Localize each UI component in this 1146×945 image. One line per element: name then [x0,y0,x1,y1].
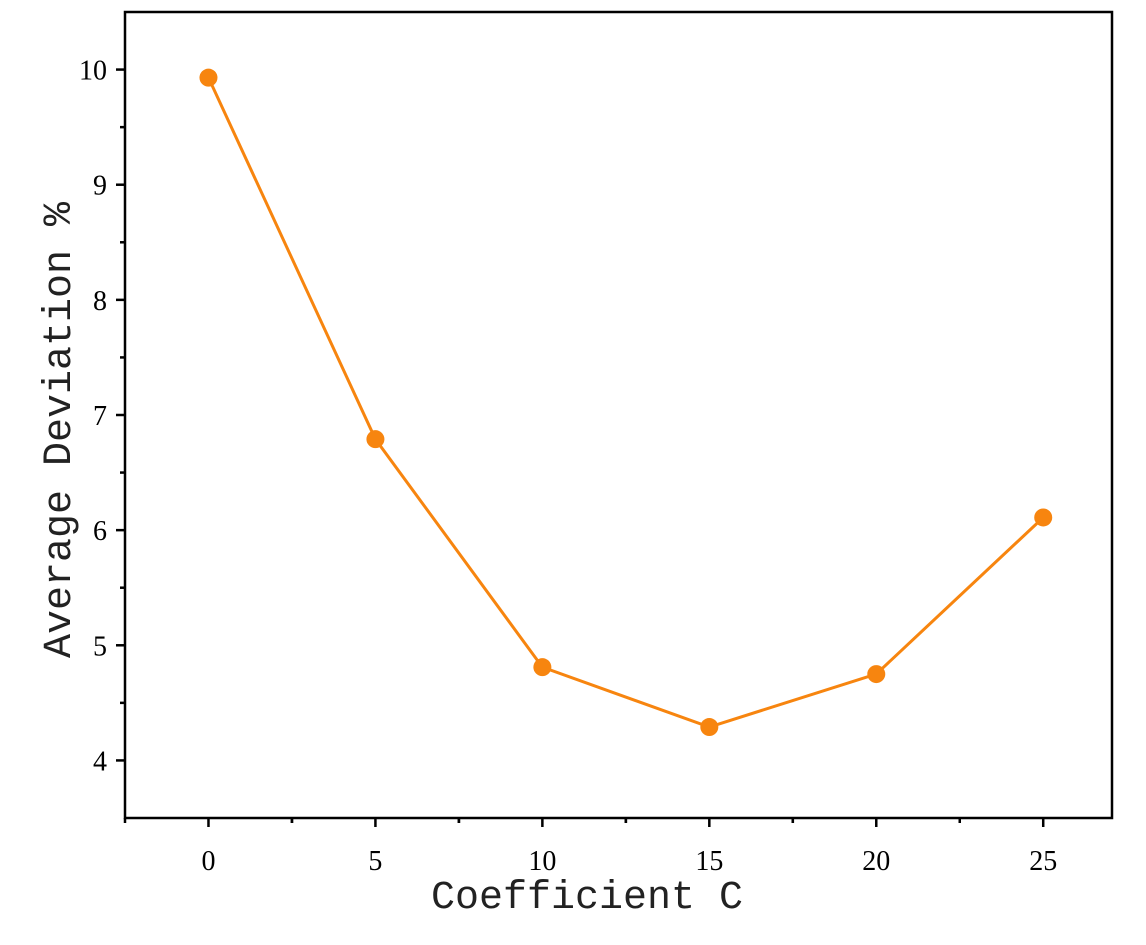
x-tick-label: 20 [862,846,890,877]
data-point [199,68,218,87]
x-tick-label: 0 [201,846,215,877]
x-tick-label: 5 [368,846,382,877]
x-axis-label: Coefficient C [431,876,743,921]
x-tick-label: 25 [1029,846,1057,877]
y-tick-label: 9 [93,171,107,202]
y-tick-label: 4 [93,746,107,777]
x-tick-label: 15 [695,846,723,877]
data-point [366,430,385,449]
plot-frame [123,10,1114,820]
data-point [1034,508,1053,527]
series-line [207,77,1045,729]
x-tick-label: 10 [528,846,556,877]
y-tick-label: 10 [79,56,107,87]
data-point [533,658,552,677]
data-point [700,718,719,737]
data-point [867,665,886,684]
y-tick-label: 8 [93,286,107,317]
y-tick-label: 7 [93,401,107,432]
y-tick-label: 6 [93,516,107,547]
y-axis-label: Average Deviation % [38,201,83,658]
y-tick-label: 5 [93,631,107,662]
